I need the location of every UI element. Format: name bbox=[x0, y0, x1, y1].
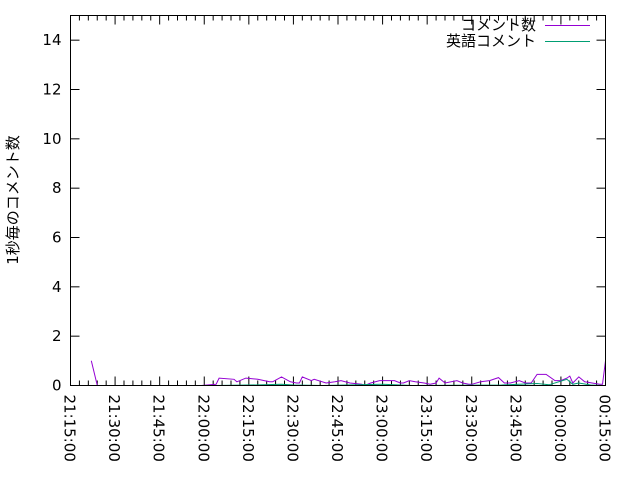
x-tick-label: 23:30:00 bbox=[462, 395, 480, 462]
axis-ticks bbox=[70, 15, 606, 386]
y-tick-labels: 0 2 4 6 8 10 12 14 bbox=[42, 31, 61, 394]
x-tick-label: 23:45:00 bbox=[506, 395, 524, 462]
legend-label: コメント数 bbox=[461, 16, 536, 34]
series-line-0 bbox=[90, 360, 606, 387]
x-tick-label: 21:15:00 bbox=[61, 395, 79, 462]
y-tick-label: 0 bbox=[52, 377, 62, 395]
y-tick-label: 10 bbox=[42, 130, 61, 148]
x-tick-label: 22:00:00 bbox=[194, 395, 212, 462]
x-tick-label: 22:45:00 bbox=[328, 395, 346, 462]
x-tick-label: 23:15:00 bbox=[417, 395, 435, 462]
plot-border bbox=[70, 15, 606, 386]
y-axis-label: 1秒毎のコメント数 bbox=[4, 135, 22, 265]
x-tick-label: 00:00:00 bbox=[551, 395, 569, 462]
legend-label: 英語コメント bbox=[446, 32, 536, 50]
x-tick-label: 22:30:00 bbox=[283, 395, 301, 462]
x-tick-label: 22:15:00 bbox=[239, 395, 257, 462]
x-tick-label: 00:15:00 bbox=[596, 395, 614, 462]
x-tick-label: 21:45:00 bbox=[150, 395, 168, 462]
y-tick-label: 12 bbox=[42, 81, 61, 99]
x-tick-label: 21:30:00 bbox=[105, 395, 123, 462]
x-tick-labels: 21:15:00 21:30:00 21:45:00 22:00:00 22:15:00… bbox=[61, 395, 614, 462]
x-tick-label: 23:00:00 bbox=[373, 395, 391, 462]
y-tick-label: 6 bbox=[52, 229, 62, 247]
y-tick-label: 14 bbox=[42, 31, 61, 49]
y-tick-label: 4 bbox=[52, 278, 62, 296]
y-tick-label: 8 bbox=[52, 179, 62, 197]
y-tick-label: 2 bbox=[52, 327, 62, 345]
